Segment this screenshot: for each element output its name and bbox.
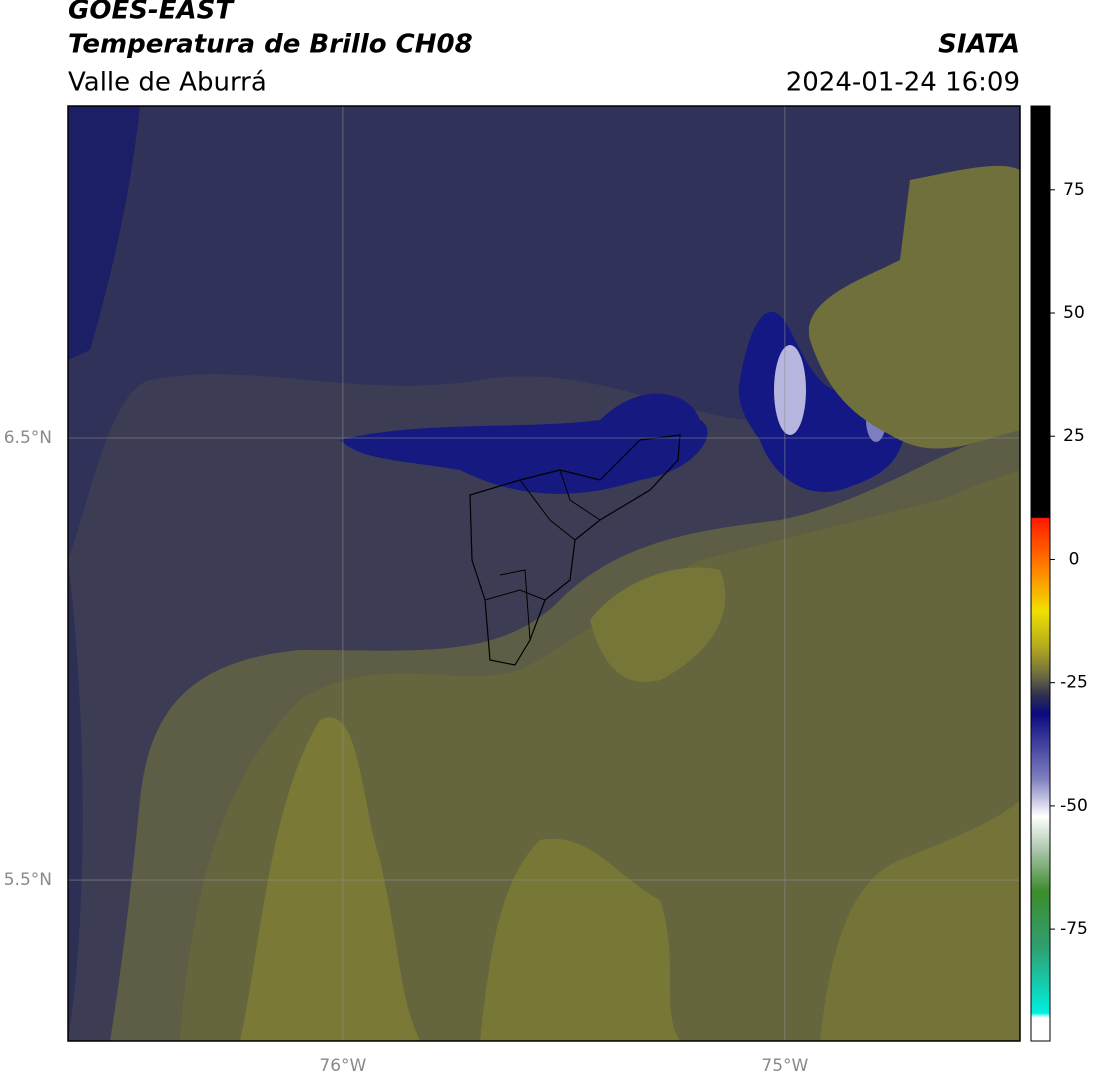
lat-label: 6.5°N	[4, 428, 52, 448]
datetime: 2024-01-24 16:09	[786, 68, 1020, 98]
title: GOES-EAST	[68, 0, 235, 26]
colorbar-tick-label: -75	[1060, 919, 1088, 939]
subtitle: Temperatura de Brillo CH08	[68, 30, 473, 60]
colorbar-tick-label: 50	[1063, 303, 1085, 323]
region: Valle de Aburrá	[68, 68, 267, 98]
map-frame	[67, 105, 1021, 1042]
map-field	[68, 106, 1020, 1041]
source: SIATA	[938, 30, 1020, 60]
colorbar-tick-label: -50	[1060, 796, 1088, 816]
colorbar	[1030, 105, 1051, 1042]
lon-label: 75°W	[761, 1056, 808, 1076]
colorbar-tick-label: 75	[1063, 180, 1085, 200]
lon-label: 76°W	[319, 1056, 366, 1076]
graticule	[68, 106, 1020, 1041]
colorbar-tick-label: 25	[1063, 426, 1085, 446]
colorbar-tick-label: 0	[1069, 549, 1080, 569]
colorbar-tick-label: -25	[1060, 673, 1088, 693]
lat-label: 5.5°N	[4, 870, 52, 890]
